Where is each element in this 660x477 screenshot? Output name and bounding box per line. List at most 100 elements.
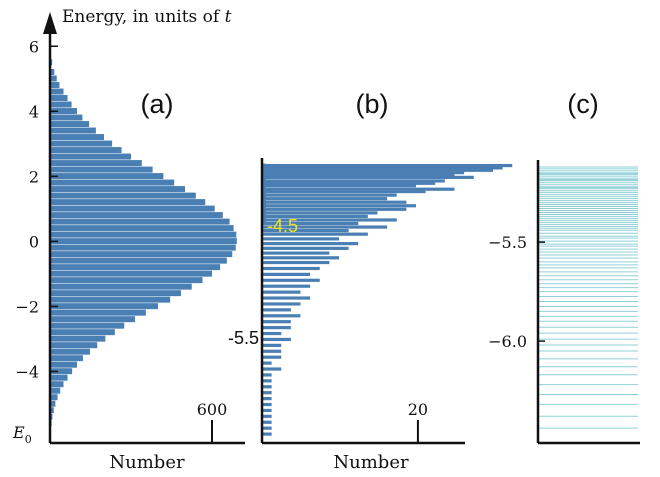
panel-c-y-ticks: −5.5 −6.0 (488, 233, 545, 351)
panel-a-bar (50, 244, 236, 251)
panel-b-bar-edge (262, 163, 266, 224)
panel-b-bar (262, 187, 455, 191)
panel-b-bar (262, 379, 272, 383)
panel-a-y-tick-label: −4 (15, 362, 39, 381)
panel-b-title: (b) (356, 89, 389, 119)
panel-b-bar (262, 163, 513, 168)
panel-b-bar (262, 171, 465, 175)
panel-a-bar (50, 374, 68, 381)
panel-a-bar (50, 270, 212, 277)
panel-b-bar (262, 391, 272, 395)
panel-b-bar (262, 343, 282, 347)
panel-a-bar (50, 69, 55, 75)
panel-b-bar (262, 402, 272, 407)
panel-b-bar (262, 173, 455, 177)
panel-b-bar (262, 420, 272, 424)
panel-b-bar (262, 193, 397, 197)
panel-a-bar (50, 322, 125, 329)
panel-b-bar (262, 290, 301, 294)
panel-a-bar (50, 199, 206, 206)
panel-b-bar (262, 225, 388, 229)
panel-a-bar (50, 212, 223, 219)
panel-a-title: (a) (141, 89, 174, 119)
panel-b-bar (262, 272, 311, 276)
panel-b: -4.5 -5.5 20 Number (b) (228, 89, 513, 473)
panel-a-bar (50, 238, 237, 245)
panel-b-bar (262, 229, 349, 233)
panel-b-bars (262, 163, 513, 436)
panel-c-y-tick-label: −6.0 (488, 332, 527, 351)
panel-a-bar (50, 309, 146, 316)
panel-b-bar (262, 237, 339, 241)
panel-b-bar (262, 385, 272, 389)
panel-b-bar (262, 326, 291, 330)
panel-a-bar (50, 108, 77, 115)
panel-b-bar (262, 181, 436, 185)
panel-a-bar (50, 101, 72, 108)
panel-b-bar (262, 189, 426, 194)
panel-a-bars (50, 59, 237, 433)
panel-a-bar (50, 114, 83, 121)
panel-b-bar (262, 260, 330, 265)
panel-a-bar (50, 348, 90, 355)
panel-b-bar (262, 284, 311, 288)
panel-a-bar (50, 166, 153, 173)
panel-a-bar (50, 361, 77, 368)
panel-a-bar (50, 192, 196, 199)
panel-b-bar (262, 314, 301, 318)
panel-a-bar (50, 160, 142, 167)
panel-b-bar (262, 175, 474, 179)
panel-c-levels (538, 166, 638, 429)
panel-a-bar (50, 82, 60, 89)
panel-b-bar (262, 432, 272, 436)
panel-a-bar (50, 179, 175, 186)
panel-a-bar (50, 153, 131, 160)
panel-b-bar (262, 331, 282, 336)
panel-b-x-axis-label: Number (333, 452, 409, 473)
panel-b-bar (262, 214, 368, 219)
panel-a-bar (50, 381, 64, 388)
panel-b-bar (262, 349, 282, 353)
panel-a-bar (50, 121, 90, 128)
panel-a-y-axis-arrow-icon (43, 12, 57, 34)
panel-a-bar (50, 186, 185, 193)
panel-b-bar (262, 266, 320, 271)
panel-a-bar (50, 140, 113, 147)
panel-b-x-tick-label: 20 (408, 400, 428, 419)
panel-b-tick-label-lower: -5.5 (228, 328, 259, 348)
panel-a-bar (50, 225, 234, 232)
panel-b-bar (262, 197, 388, 201)
panel-b-bar (262, 200, 407, 204)
panel-a-bar (50, 127, 96, 134)
panel-a-y-axis-label: Energy, in units of t (62, 7, 232, 27)
panel-b-bar (262, 256, 339, 260)
panel-a-x-axis-label: Number (109, 452, 185, 473)
panel-b-bar (262, 166, 503, 170)
panel-b-bar (262, 278, 320, 282)
panel-b-bar (262, 168, 493, 172)
panel-a-y-tick-label: 0 (29, 232, 39, 251)
panel-b-bar (262, 251, 330, 255)
panel-a-bar (50, 75, 57, 82)
panel-a-y-tick-label: 4 (29, 102, 39, 121)
panel-b-bar (262, 296, 311, 300)
panel-a-y-tick-label: −2 (15, 297, 39, 316)
panel-a-bar (50, 290, 181, 297)
panel-b-bar (262, 207, 407, 211)
panel-b-bar (262, 302, 301, 306)
panel-b-bar (262, 211, 378, 215)
panel-a-bar (50, 218, 230, 225)
panel-a-bar (50, 147, 122, 154)
panel-b-bar (262, 184, 416, 188)
panel-a-bar (50, 342, 98, 349)
panel-b-bar (262, 337, 291, 342)
panel-a-bar (50, 231, 237, 238)
panel-a-bar (50, 394, 58, 401)
panel-a-bar (50, 368, 73, 375)
panel-a-bar (50, 173, 164, 180)
panel-a-bar (50, 95, 68, 102)
panel-a-bar (50, 387, 61, 394)
panel-a-bar (50, 400, 56, 407)
panel-b-bar (262, 408, 272, 413)
